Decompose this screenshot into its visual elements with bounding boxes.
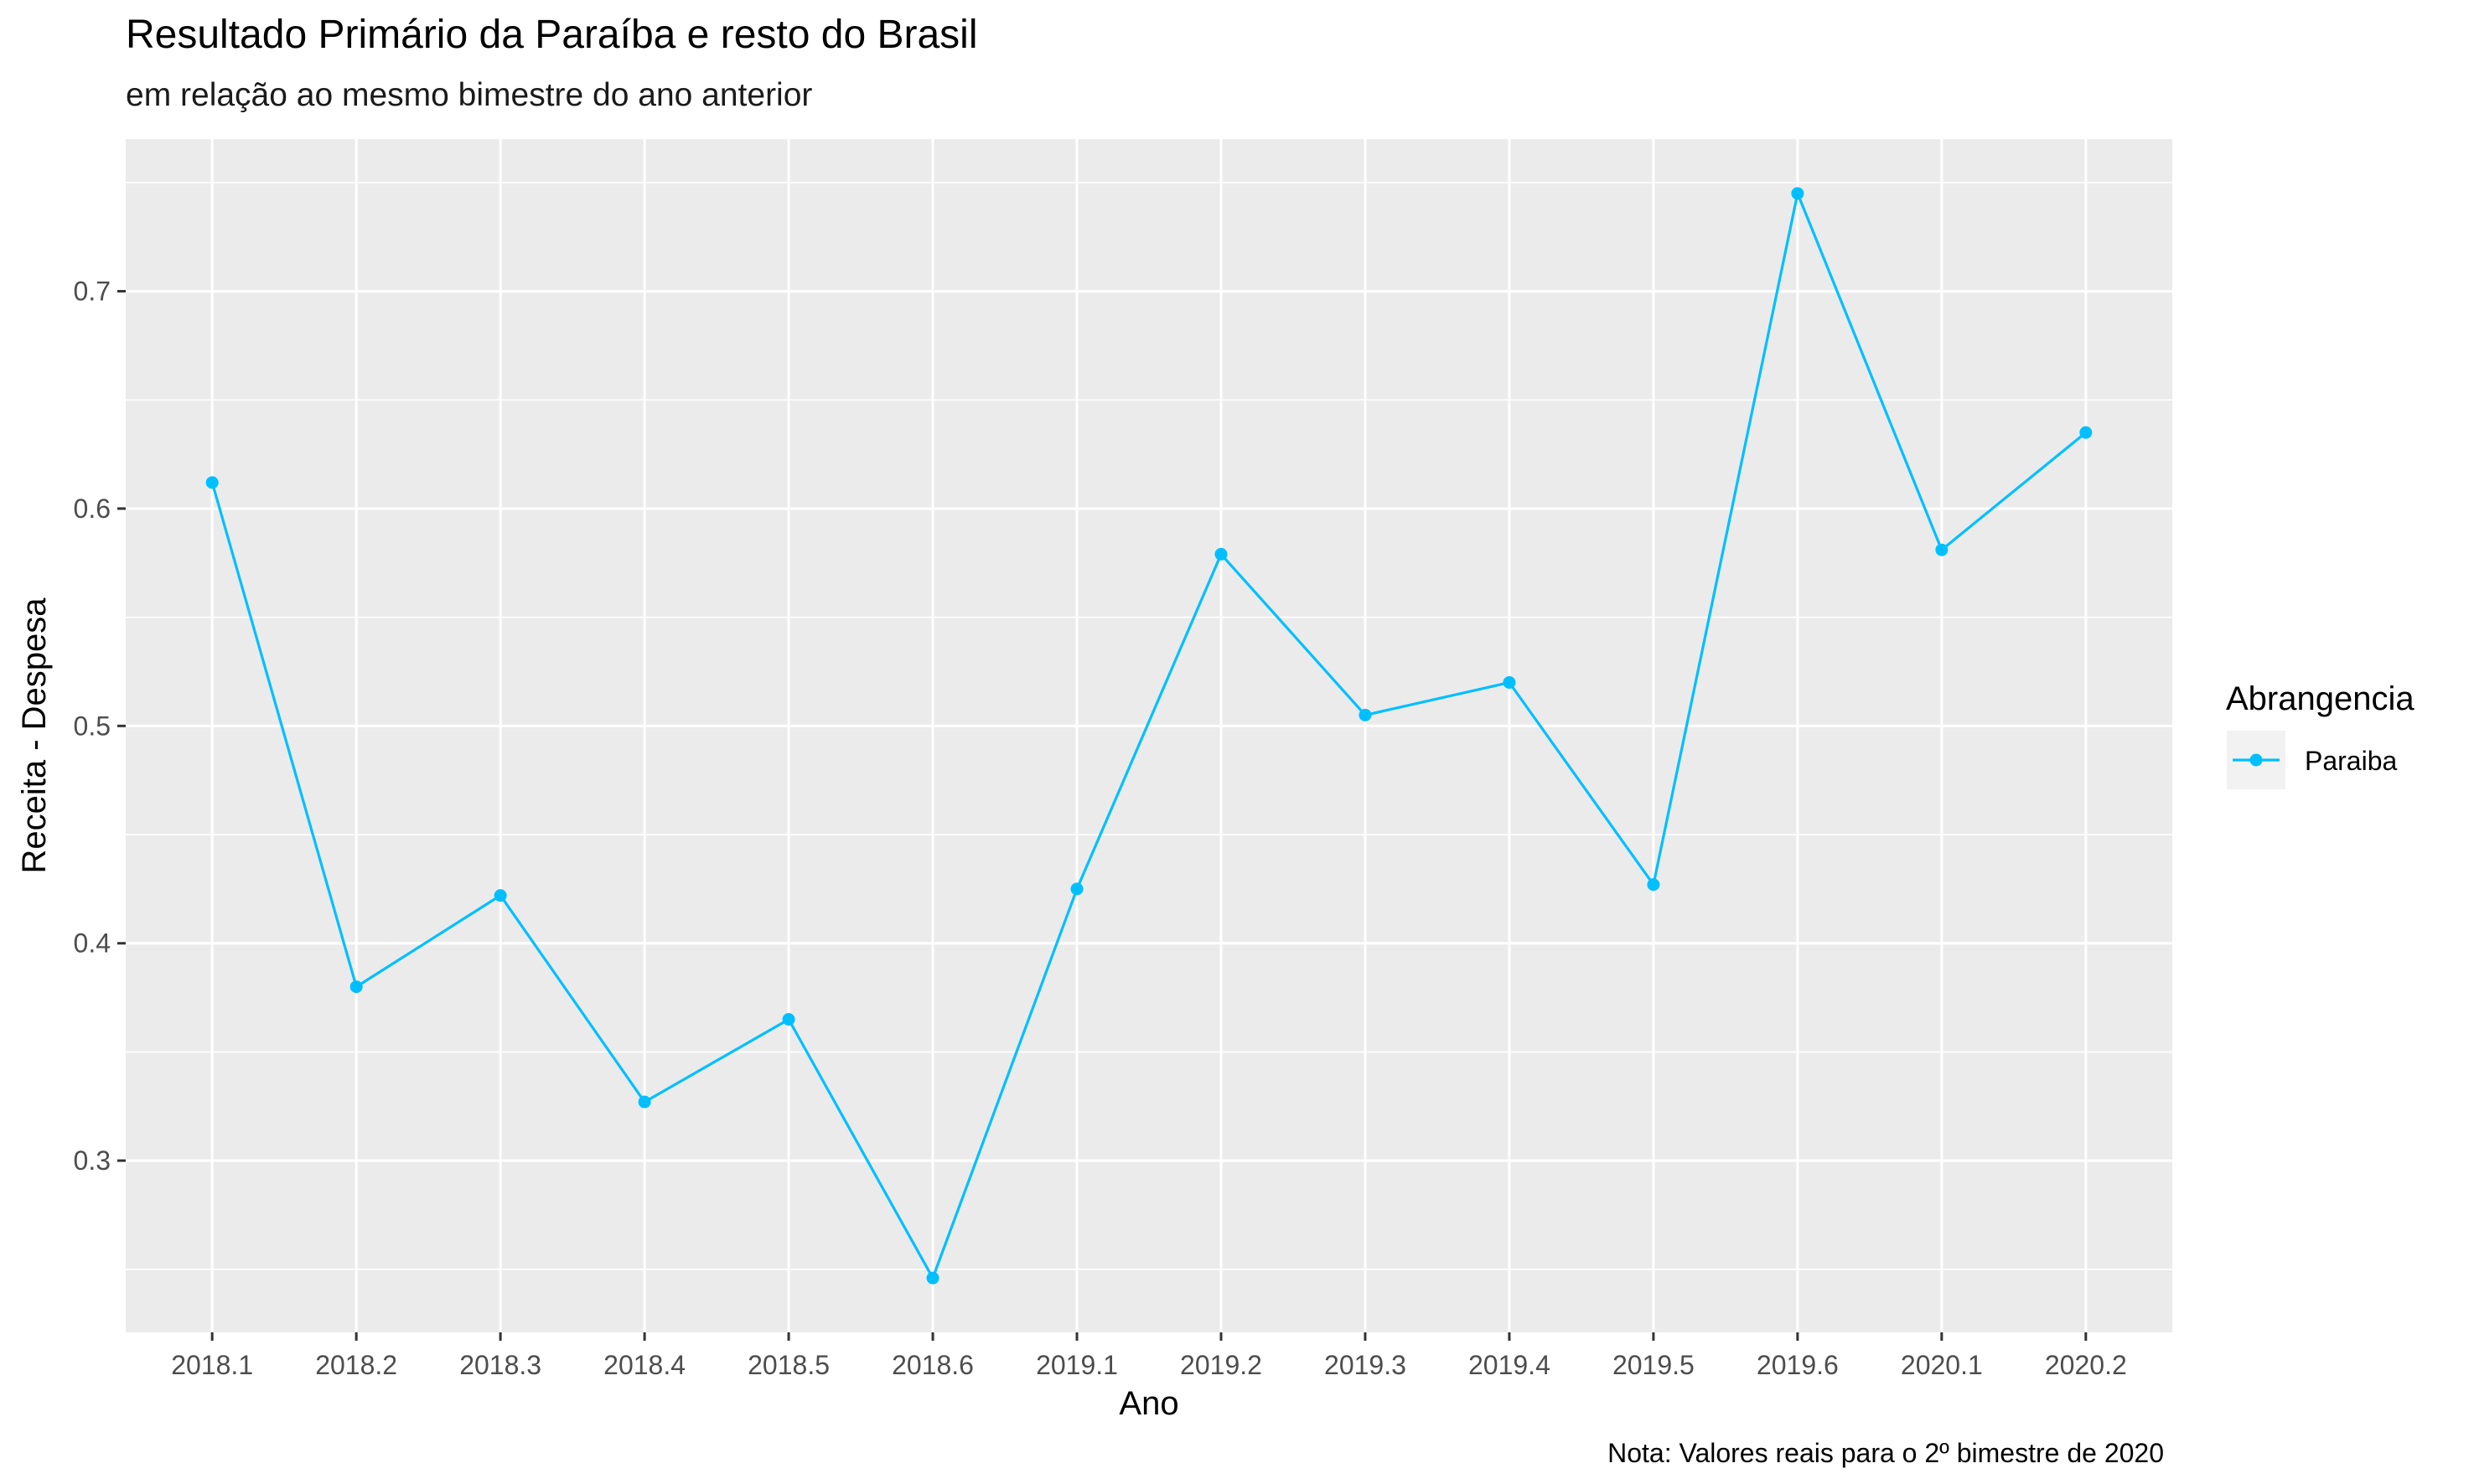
y-tick-label: 0.7 — [74, 277, 111, 307]
data-point — [349, 980, 363, 994]
x-tick-label: 2018.2 — [315, 1350, 397, 1380]
data-point — [1214, 547, 1228, 561]
x-tick-label: 2019.3 — [1324, 1350, 1406, 1380]
x-tick-label: 2019.4 — [1468, 1350, 1550, 1380]
data-point — [2079, 426, 2093, 439]
data-point — [638, 1095, 651, 1109]
x-axis-title: Ano — [1119, 1385, 1178, 1422]
data-point — [1935, 543, 1949, 556]
axis-ticks — [117, 290, 2088, 1341]
data-point — [1503, 675, 1516, 689]
x-tick-label: 2019.5 — [1612, 1350, 1695, 1380]
x-tick-label: 2019.6 — [1757, 1350, 1839, 1380]
y-tick-label: 0.6 — [74, 494, 111, 524]
data-point — [1647, 878, 1660, 892]
x-tick-label: 2018.4 — [603, 1350, 686, 1380]
legend-label-paraiba: Paraiba — [2305, 746, 2398, 776]
x-tick-label: 2020.2 — [2045, 1350, 2127, 1380]
legend-title: Abrangencia — [2226, 680, 2414, 717]
data-point — [1359, 708, 1372, 721]
legend-key-point — [2249, 753, 2263, 767]
data-point — [782, 1012, 795, 1026]
legend: Abrangencia Paraiba — [2226, 680, 2414, 789]
x-tick-label: 2018.6 — [892, 1350, 974, 1380]
y-axis-tick-labels: 0.3 0.4 0.5 0.6 0.7 — [74, 277, 111, 1176]
y-tick-label: 0.3 — [74, 1145, 111, 1176]
series-line-paraiba — [210, 192, 2087, 1280]
minor-gridlines — [126, 182, 2172, 1270]
x-tick-label: 2018.5 — [748, 1350, 830, 1380]
x-tick-label: 2018.3 — [459, 1350, 541, 1380]
chart-caption: Nota: Valores reais para o 2º bimestre d… — [1607, 1438, 2164, 1468]
data-point — [494, 889, 507, 902]
chart-title: Resultado Primário da Paraíba e resto do… — [126, 13, 978, 57]
series-layer — [205, 187, 2093, 1285]
chart-subtitle: em relação ao mesmo bimestre do ano ante… — [126, 77, 813, 113]
x-tick-label: 2019.1 — [1036, 1350, 1118, 1380]
y-axis-title: Receita - Despesa — [16, 597, 53, 874]
x-axis-tick-labels: 2018.1 2018.2 2018.3 2018.4 2018.5 2018.6 2019… — [171, 1350, 2127, 1380]
major-gridlines — [126, 139, 2172, 1332]
data-point — [205, 476, 219, 489]
data-point — [1070, 882, 1084, 896]
y-tick-label: 0.4 — [74, 928, 111, 959]
x-tick-label: 2018.1 — [171, 1350, 253, 1380]
plot-panel — [126, 139, 2172, 1332]
y-tick-label: 0.5 — [74, 711, 111, 741]
x-tick-label: 2019.2 — [1180, 1350, 1262, 1380]
data-point — [1791, 187, 1804, 200]
data-point — [926, 1271, 939, 1285]
x-tick-label: 2020.1 — [1901, 1350, 1983, 1380]
